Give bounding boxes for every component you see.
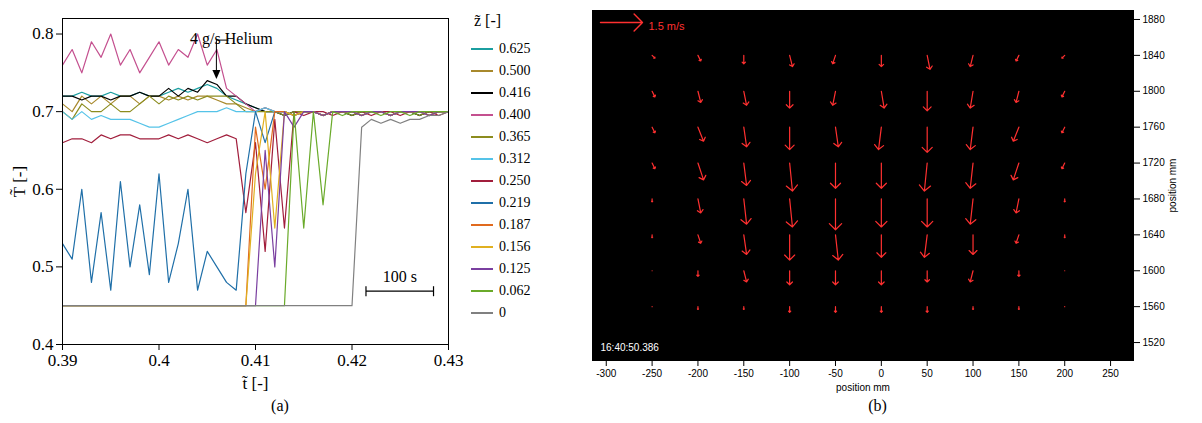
html-text:0.187: 0.187	[499, 217, 531, 232]
svg-text:0.42: 0.42	[337, 351, 367, 370]
svg-text:1520: 1520	[1143, 337, 1166, 348]
svg-text:position mm: position mm	[1167, 159, 1178, 213]
html-text:0.312: 0.312	[499, 151, 531, 166]
svg-text:1800: 1800	[1143, 85, 1166, 96]
svg-text:200: 200	[1056, 368, 1073, 379]
html-text:0.125: 0.125	[499, 261, 531, 276]
svg-text:1880: 1880	[1143, 14, 1166, 25]
svg-text:0.6: 0.6	[32, 180, 53, 199]
html-text:0: 0	[499, 305, 506, 320]
html-text:z̃ [-]: z̃ [-]	[474, 12, 502, 29]
svg-text:0.5: 0.5	[32, 257, 53, 276]
html-text:0.062: 0.062	[499, 283, 531, 298]
svg-text:1720: 1720	[1143, 157, 1166, 168]
svg-text:50: 50	[922, 368, 934, 379]
svg-text:4 g/s Helium: 4 g/s Helium	[190, 30, 273, 48]
svg-text:0.43: 0.43	[434, 351, 464, 370]
html-text:0.500: 0.500	[499, 63, 531, 78]
html-text:0.416: 0.416	[499, 85, 531, 100]
svg-text:-150: -150	[734, 368, 754, 379]
svg-text:-100: -100	[780, 368, 800, 379]
svg-text:-50: -50	[828, 368, 843, 379]
svg-text:-300: -300	[596, 368, 616, 379]
html-text:0.156: 0.156	[499, 239, 531, 254]
svg-text:100 s: 100 s	[383, 268, 417, 285]
html-text:0.219: 0.219	[499, 195, 531, 210]
svg-text:T̃ [-]: T̃ [-]	[10, 166, 29, 197]
svg-text:-200: -200	[688, 368, 708, 379]
html-text:0.625: 0.625	[499, 41, 531, 56]
html-text:0.250: 0.250	[499, 173, 531, 188]
svg-text:0: 0	[879, 368, 885, 379]
svg-text:1600: 1600	[1143, 265, 1166, 276]
html-text:(a): (a)	[271, 397, 289, 414]
svg-text:-250: -250	[642, 368, 662, 379]
svg-text:0.41: 0.41	[241, 351, 271, 370]
svg-text:t̃ [-]: t̃ [-]	[242, 374, 268, 393]
html-text:0.365: 0.365	[499, 129, 531, 144]
svg-text:0.7: 0.7	[32, 102, 54, 121]
html-text:0.400: 0.400	[499, 107, 531, 122]
svg-text:0.39: 0.39	[48, 351, 78, 370]
svg-text:1640: 1640	[1143, 229, 1166, 240]
svg-text:0.4: 0.4	[148, 351, 170, 370]
svg-text:100: 100	[965, 368, 982, 379]
svg-text:1760: 1760	[1143, 121, 1166, 132]
html-text:(b): (b)	[868, 397, 887, 414]
svg-text:150: 150	[1011, 368, 1028, 379]
svg-text:0.8: 0.8	[32, 24, 53, 43]
svg-text:1680: 1680	[1143, 193, 1166, 204]
svg-text:250: 250	[1102, 368, 1119, 379]
svg-text:position mm: position mm	[836, 382, 890, 393]
svg-text:0.4: 0.4	[32, 334, 54, 354]
svg-text:16:40:50.386: 16:40:50.386	[601, 342, 660, 353]
svg-text:1.5 m/s: 1.5 m/s	[649, 20, 686, 32]
svg-text:1560: 1560	[1143, 301, 1166, 312]
svg-text:1840: 1840	[1143, 50, 1166, 61]
